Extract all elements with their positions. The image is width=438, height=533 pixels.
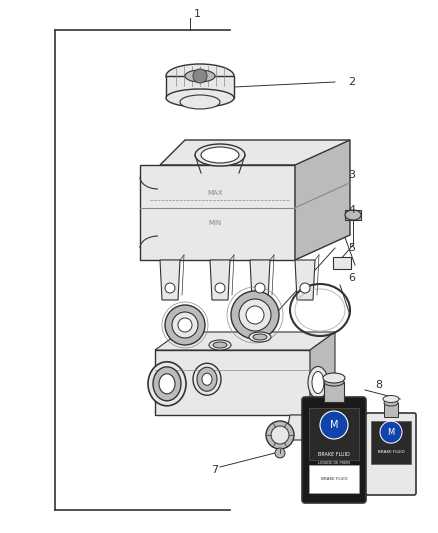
Polygon shape [285, 415, 325, 440]
Circle shape [266, 421, 294, 449]
Bar [166, 76, 234, 98]
Text: 3: 3 [348, 170, 355, 180]
Text: M: M [387, 427, 395, 437]
Ellipse shape [159, 374, 175, 394]
Text: 2: 2 [348, 77, 355, 87]
Ellipse shape [209, 340, 231, 350]
Text: 1: 1 [194, 9, 201, 19]
Polygon shape [210, 260, 230, 300]
Circle shape [178, 318, 192, 332]
Ellipse shape [213, 342, 227, 348]
Polygon shape [250, 260, 270, 300]
Text: 7: 7 [211, 465, 218, 475]
Circle shape [320, 411, 348, 439]
Text: 6: 6 [348, 273, 355, 283]
Polygon shape [155, 332, 335, 350]
Polygon shape [295, 260, 315, 300]
Circle shape [275, 448, 285, 458]
Circle shape [239, 299, 271, 331]
Ellipse shape [197, 367, 217, 391]
Ellipse shape [383, 395, 399, 402]
Ellipse shape [253, 334, 267, 340]
Text: LIQUIDE DE FREIN: LIQUIDE DE FREIN [318, 460, 350, 464]
Circle shape [165, 283, 175, 293]
Bar [384, 403, 398, 417]
Bar [371, 421, 411, 464]
Polygon shape [160, 260, 180, 300]
Ellipse shape [308, 367, 328, 399]
Circle shape [172, 312, 198, 338]
Bar [309, 465, 359, 493]
Ellipse shape [384, 400, 398, 406]
Text: 4: 4 [348, 205, 355, 215]
Ellipse shape [148, 362, 186, 406]
Ellipse shape [193, 364, 221, 395]
Text: MIN: MIN [208, 220, 222, 226]
FancyBboxPatch shape [302, 397, 366, 503]
Text: 5: 5 [348, 243, 355, 253]
Circle shape [246, 306, 264, 324]
Circle shape [165, 305, 205, 345]
Ellipse shape [323, 373, 345, 383]
Text: 8: 8 [375, 380, 382, 390]
Ellipse shape [202, 373, 212, 385]
Ellipse shape [201, 147, 239, 163]
Polygon shape [310, 332, 335, 415]
Polygon shape [140, 165, 295, 260]
Ellipse shape [166, 89, 234, 107]
Text: BRAKE FLUID: BRAKE FLUID [378, 450, 404, 454]
Text: M: M [330, 420, 338, 430]
Ellipse shape [324, 378, 344, 386]
Ellipse shape [180, 95, 220, 109]
Ellipse shape [153, 367, 181, 401]
Ellipse shape [249, 332, 271, 342]
Ellipse shape [312, 372, 324, 393]
Circle shape [231, 291, 279, 339]
Text: BRAKE FLUID: BRAKE FLUID [321, 477, 347, 481]
Ellipse shape [185, 70, 215, 82]
Text: BRAKE FLUID: BRAKE FLUID [318, 453, 350, 457]
Bar [345, 210, 361, 220]
Polygon shape [295, 140, 350, 260]
Text: MAX: MAX [207, 190, 223, 196]
Bar [333, 257, 351, 269]
Bar [309, 408, 359, 460]
Ellipse shape [195, 144, 245, 166]
Ellipse shape [345, 210, 361, 220]
FancyBboxPatch shape [366, 413, 416, 495]
Ellipse shape [166, 64, 234, 88]
Circle shape [300, 283, 310, 293]
Polygon shape [160, 140, 350, 165]
Circle shape [380, 421, 402, 443]
Bar [324, 382, 344, 402]
Circle shape [255, 283, 265, 293]
Circle shape [215, 283, 225, 293]
Circle shape [193, 69, 207, 83]
Circle shape [271, 426, 289, 444]
Polygon shape [155, 350, 310, 415]
